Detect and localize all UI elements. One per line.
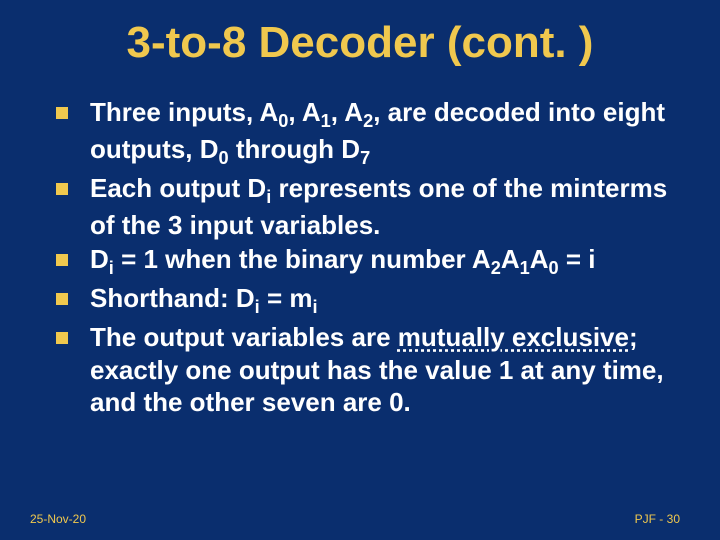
bullets-container: Three inputs, A0, A1, A2, are decoded in… <box>50 96 680 419</box>
slide-footer: 25-Nov-20 PJF - 30 <box>30 512 680 526</box>
bullet-item-2: Di = 1 when the binary number A2A1A0 = i <box>50 243 680 280</box>
footer-date: 25-Nov-20 <box>30 512 86 526</box>
bullet-item-0: Three inputs, A0, A1, A2, are decoded in… <box>50 96 680 170</box>
bullet-item-4: The output variables are mutually exclus… <box>50 321 680 419</box>
bullet-item-1: Each output Di represents one of the min… <box>50 172 680 241</box>
footer-page: PJF - 30 <box>635 512 680 526</box>
bullet-list: Three inputs, A0, A1, A2, are decoded in… <box>40 96 680 419</box>
bullet-item-3: Shorthand: Di = mi <box>50 282 680 319</box>
slide-title: 3-to-8 Decoder (cont. ) <box>40 18 680 68</box>
slide: 3-to-8 Decoder (cont. ) Three inputs, A0… <box>0 0 720 540</box>
